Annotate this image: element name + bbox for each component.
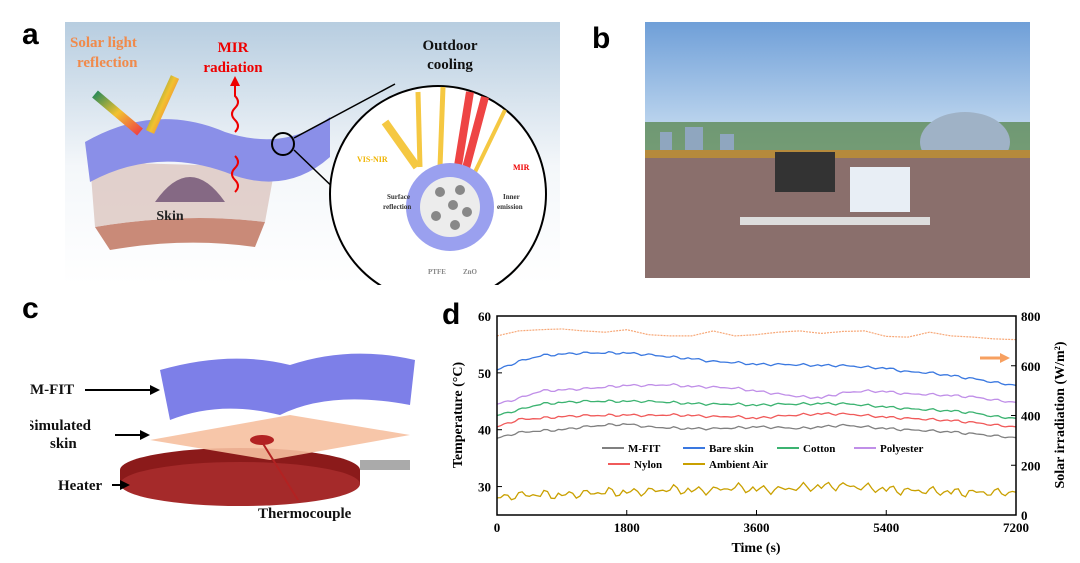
series-line-solar (496, 328, 1017, 341)
svg-text:emission: emission (497, 203, 523, 211)
legend-label-nylon: Nylon (634, 459, 662, 471)
panel-label-a: a (22, 18, 39, 51)
x-tick-label: 1800 (614, 520, 640, 535)
laptop (775, 152, 835, 192)
y2-tick-label: 400 (1021, 409, 1041, 424)
svg-text:Inner: Inner (503, 193, 520, 201)
y2-axis-label: Solar irradiation (W/m²) (1053, 341, 1068, 488)
y-tick-label: 60 (478, 309, 491, 324)
plot-frame (496, 315, 1017, 516)
y-axis-label: Temperature (°C) (451, 362, 466, 469)
svg-text:skin: skin (50, 436, 77, 452)
svg-text:Skin: Skin (156, 209, 183, 224)
svg-text:Heater: Heater (58, 478, 102, 494)
x-tick-label: 7200 (1003, 520, 1029, 535)
legend-label-cotton: Cotton (803, 443, 835, 455)
y2-tick-label: 200 (1021, 458, 1041, 473)
svg-text:VIS-NIR: VIS-NIR (357, 155, 388, 164)
svg-text:Outdoor: Outdoor (422, 38, 477, 54)
y2-tick-label: 0 (1021, 508, 1028, 523)
zoom-circle (271, 132, 295, 156)
panel-b-photo (645, 22, 1030, 278)
panel-a-illustration: Solar light reflection MIR radiation Out… (65, 22, 560, 285)
svg-text:reflection: reflection (383, 203, 411, 211)
y-tick-label: 30 (478, 480, 491, 495)
svg-text:PTFE: PTFE (428, 268, 446, 276)
svg-text:M-FIT: M-FIT (30, 382, 74, 398)
thermocouple-wire (261, 441, 299, 501)
x-axis-label: Time (s) (731, 541, 780, 556)
legend-label-ambient: Ambient Air (709, 459, 768, 471)
y-tick-label: 40 (478, 423, 491, 438)
x-tick-label: 0 (494, 520, 501, 535)
reflected-light-arrow (145, 75, 180, 134)
svg-text:ZnO: ZnO (463, 268, 478, 276)
panel-label-d: d (442, 298, 461, 331)
series-line-bare (496, 351, 1017, 387)
legend-label-bare: Bare skin (709, 443, 754, 455)
svg-text:Solar light: Solar light (70, 35, 137, 51)
x-tick-label: 3600 (744, 520, 770, 535)
svg-text:Simulated: Simulated (30, 418, 92, 434)
mir-wave-icon (231, 84, 239, 133)
y2-tick-label: 800 (1021, 309, 1041, 324)
legend-label-polyester: Polyester (880, 443, 923, 455)
svg-text:Surface: Surface (387, 193, 410, 201)
y2-tick-label: 600 (1021, 359, 1041, 374)
series-line-polyester (496, 383, 1017, 405)
svg-text:Thermocouple: Thermocouple (258, 506, 352, 522)
rooftop (645, 150, 1030, 278)
panel-label-c: c (22, 292, 39, 325)
incident-light-arrow (92, 90, 143, 136)
y-tick-label: 50 (478, 366, 491, 381)
svg-text:cooling: cooling (427, 57, 473, 73)
series-line-ambient (496, 481, 1017, 501)
legend-label-mfit: M-FIT (628, 443, 661, 455)
chart-legend: M-FIT Bare skin Cotton Polyester Nylon Ambien… (602, 443, 923, 471)
skin-layer (95, 218, 265, 250)
series-line-mfit (496, 423, 1017, 439)
panel-c-illustration: M-FIT Simulated skin Heater Thermocouple (30, 353, 415, 522)
series-line-nylon (496, 412, 1017, 428)
svg-text:reflection: reflection (77, 55, 138, 71)
series-line-cotton (496, 399, 1017, 420)
simulated-skin (150, 415, 410, 460)
svg-text:MIR: MIR (218, 40, 249, 56)
mfit-fabric (85, 117, 330, 182)
test-box (850, 167, 910, 212)
x-tick-label: 5400 (873, 520, 899, 535)
svg-text:MIR: MIR (513, 163, 530, 172)
panel-label-b: b (592, 22, 611, 55)
mfit-fabric (160, 353, 415, 420)
svg-text:radiation: radiation (203, 60, 263, 76)
